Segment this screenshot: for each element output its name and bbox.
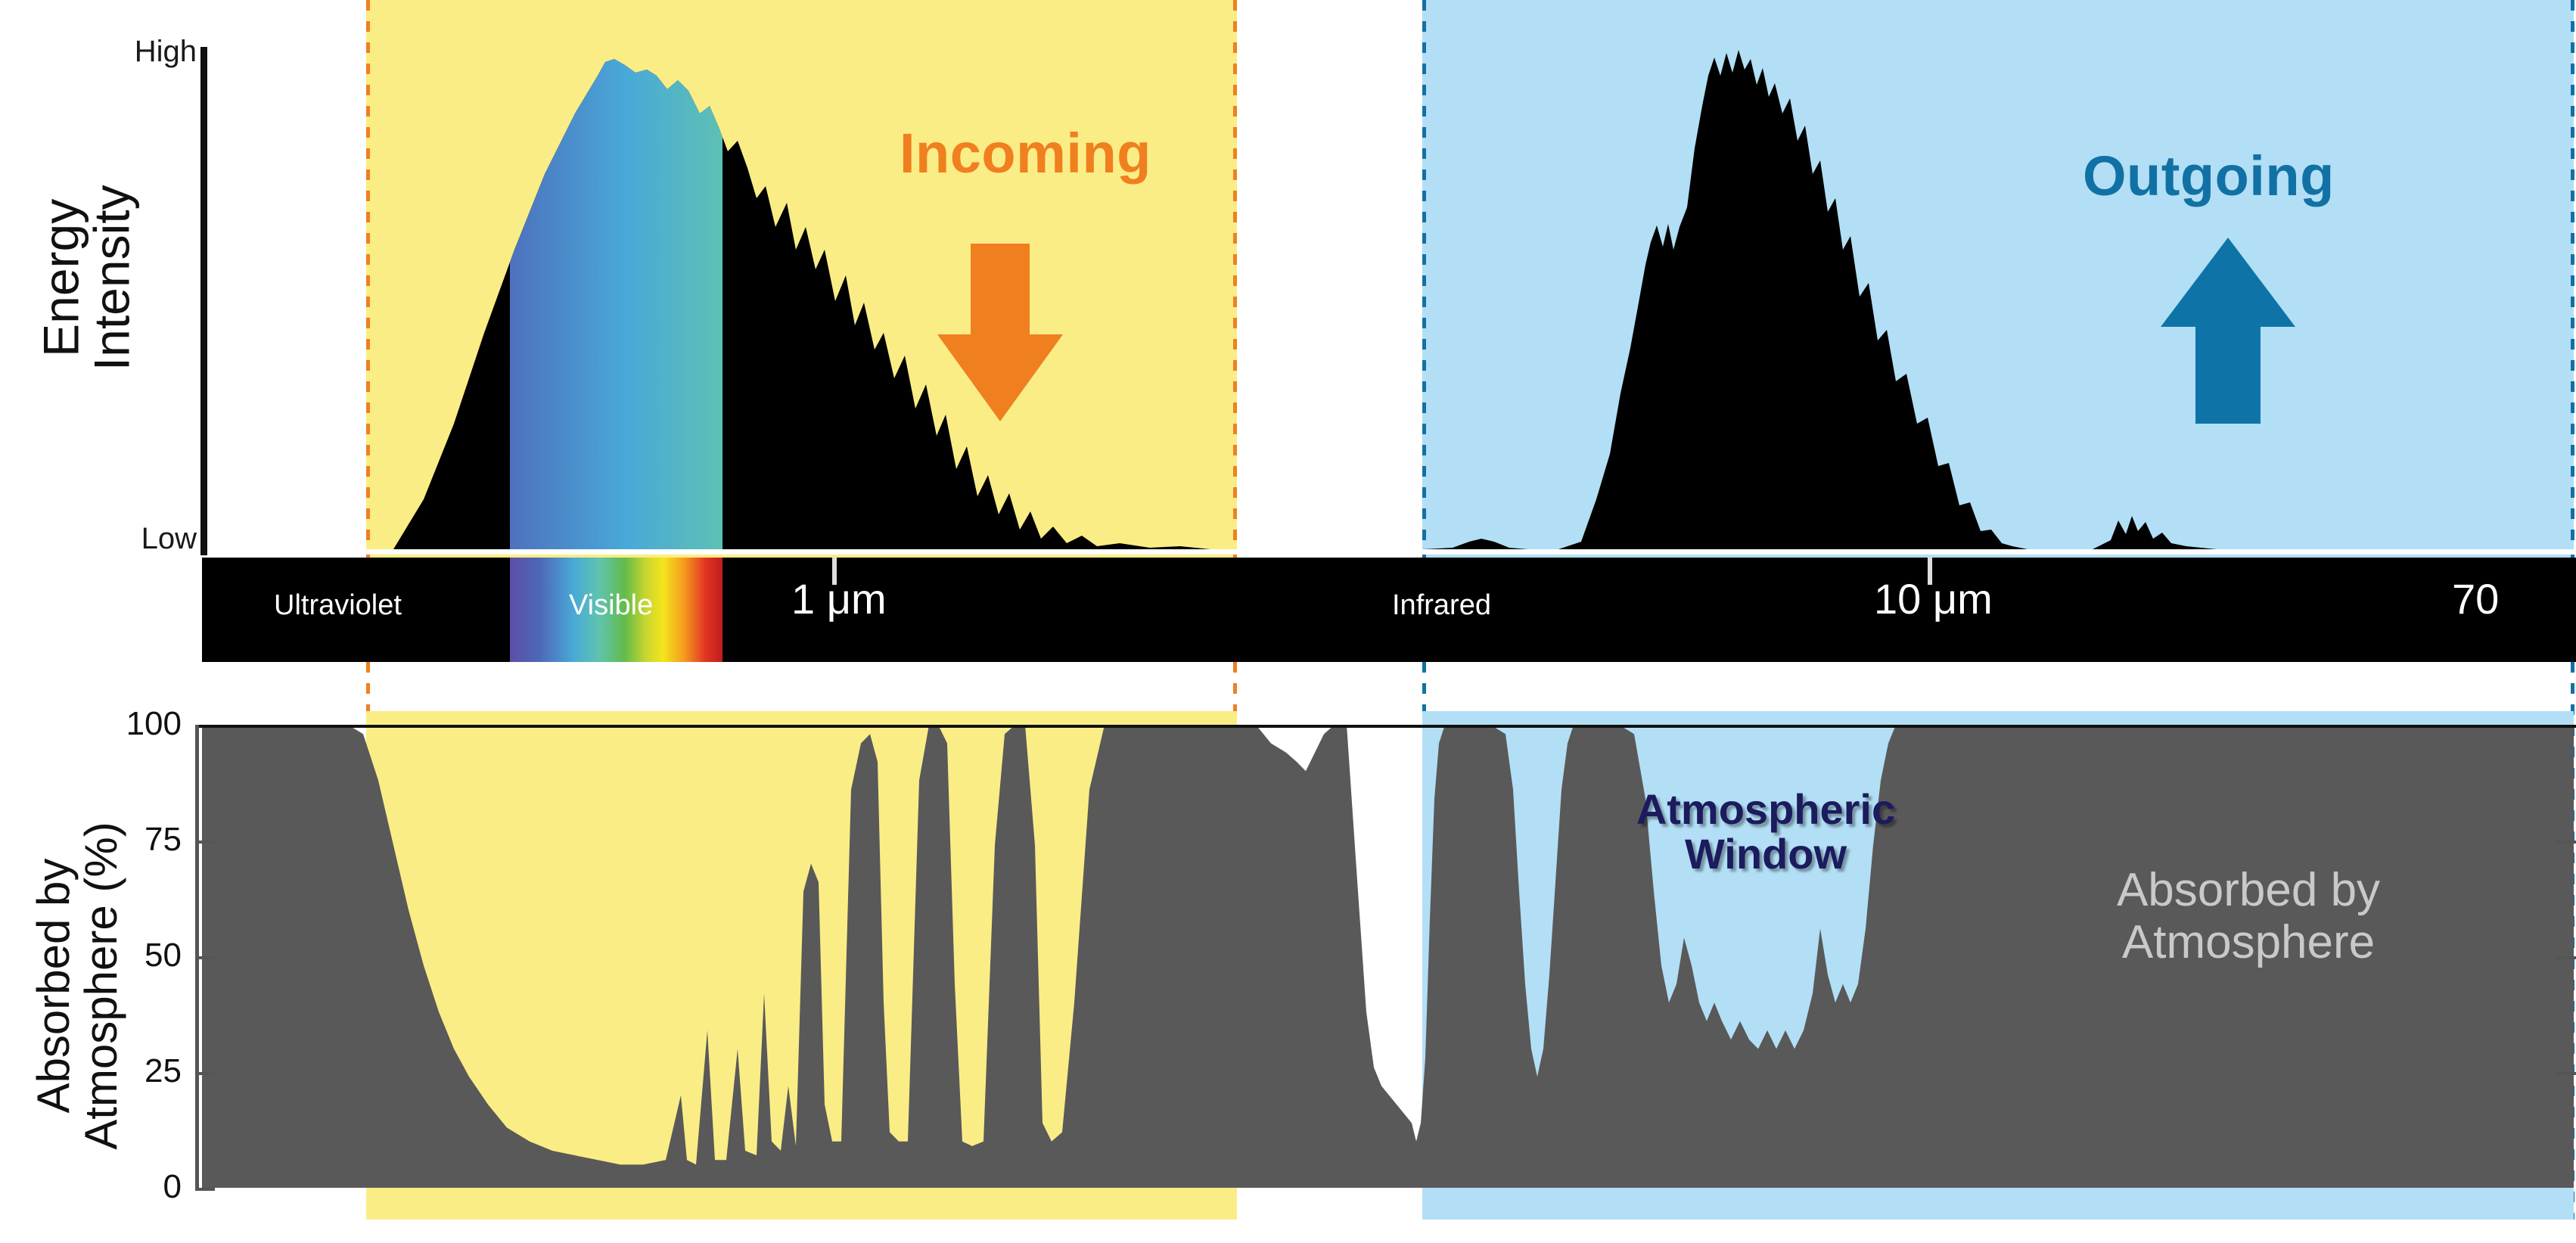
- top-baseline-rule: [207, 549, 2576, 555]
- arrow-down-icon: [937, 244, 1063, 421]
- bottom-panel-absorption: 100 75 50 25 0 Absorbed by Atmosphere (%…: [0, 705, 2576, 1220]
- label-70: 70: [2452, 575, 2500, 623]
- atmospheric-window-line2: Window: [1684, 830, 1847, 878]
- absorption-plot: [202, 725, 2574, 1188]
- ytick-label-0: 0: [163, 1168, 182, 1205]
- incoming-annotation-label: Incoming: [900, 122, 1151, 185]
- ytick-right-75: [2556, 841, 2576, 844]
- top-panel-energy-intensity: High Low Energy Intensity: [0, 0, 2576, 560]
- absorbed-by-atmosphere-area: [202, 725, 2574, 1188]
- ytick-label-75: 75: [144, 821, 182, 858]
- wavelength-spectrum-bar: Ultraviolet Visible 1 μm Infrared 10 μm …: [202, 558, 2576, 662]
- arrow-up-icon: [2161, 238, 2295, 424]
- top-spectra-plot: [366, 50, 2574, 552]
- visible-rainbow-strip: [510, 558, 722, 662]
- ytick-right-50: [2556, 956, 2576, 959]
- bottom-y-axis-label: Absorbed by Atmosphere (%): [28, 729, 126, 1243]
- tick-10um-mark: [1928, 558, 1932, 585]
- ytick-label-100: 100: [126, 705, 182, 742]
- tick-1um-mark: [832, 558, 837, 585]
- atmospheric-window-annotation: Atmospheric Window: [1607, 787, 1925, 877]
- incoming-band-left-edge: [366, 0, 370, 560]
- atmospheric-window-line1: Atmospheric: [1636, 785, 1896, 833]
- bottom-y-axis-label-line1: Absorbed by: [28, 858, 79, 1114]
- absorbed-line1: Absorbed by: [2116, 864, 2381, 916]
- label-ultraviolet: Ultraviolet: [274, 589, 402, 621]
- incoming-band-right-edge: [1233, 0, 1237, 560]
- ytick-right-25: [2556, 1072, 2576, 1075]
- ytick-0: [195, 1188, 215, 1191]
- label-visible: Visible: [569, 589, 654, 621]
- bottom-y-axis-label-line2: Atmosphere (%): [76, 822, 126, 1150]
- visible-spectrum-overlay: [510, 59, 722, 552]
- ytick-label-50: 50: [144, 937, 182, 974]
- ytick-50: [195, 956, 215, 959]
- outgoing-band-left-edge: [1422, 0, 1426, 560]
- label-infrared: Infrared: [1392, 589, 1491, 621]
- ytick-label-25: 25: [144, 1052, 182, 1089]
- outgoing-thermal-curve: [1422, 50, 2574, 552]
- absorbed-line2: Atmosphere: [2121, 916, 2376, 969]
- bottom-plot-top-rule: [199, 725, 2576, 728]
- ytick-75: [195, 841, 215, 844]
- label-10um: 10 μm: [1874, 575, 1993, 623]
- ytick-25: [195, 1072, 215, 1075]
- top-y-tick-high: High: [134, 35, 197, 68]
- label-1um: 1 μm: [791, 575, 887, 623]
- outgoing-band-right-edge: [2571, 0, 2574, 560]
- top-y-tick-low: Low: [141, 522, 197, 555]
- absorbed-by-atmosphere-annotation: Absorbed by Atmosphere: [2037, 864, 2460, 969]
- top-y-axis-line: [200, 47, 207, 555]
- outgoing-annotation-label: Outgoing: [2083, 144, 2335, 207]
